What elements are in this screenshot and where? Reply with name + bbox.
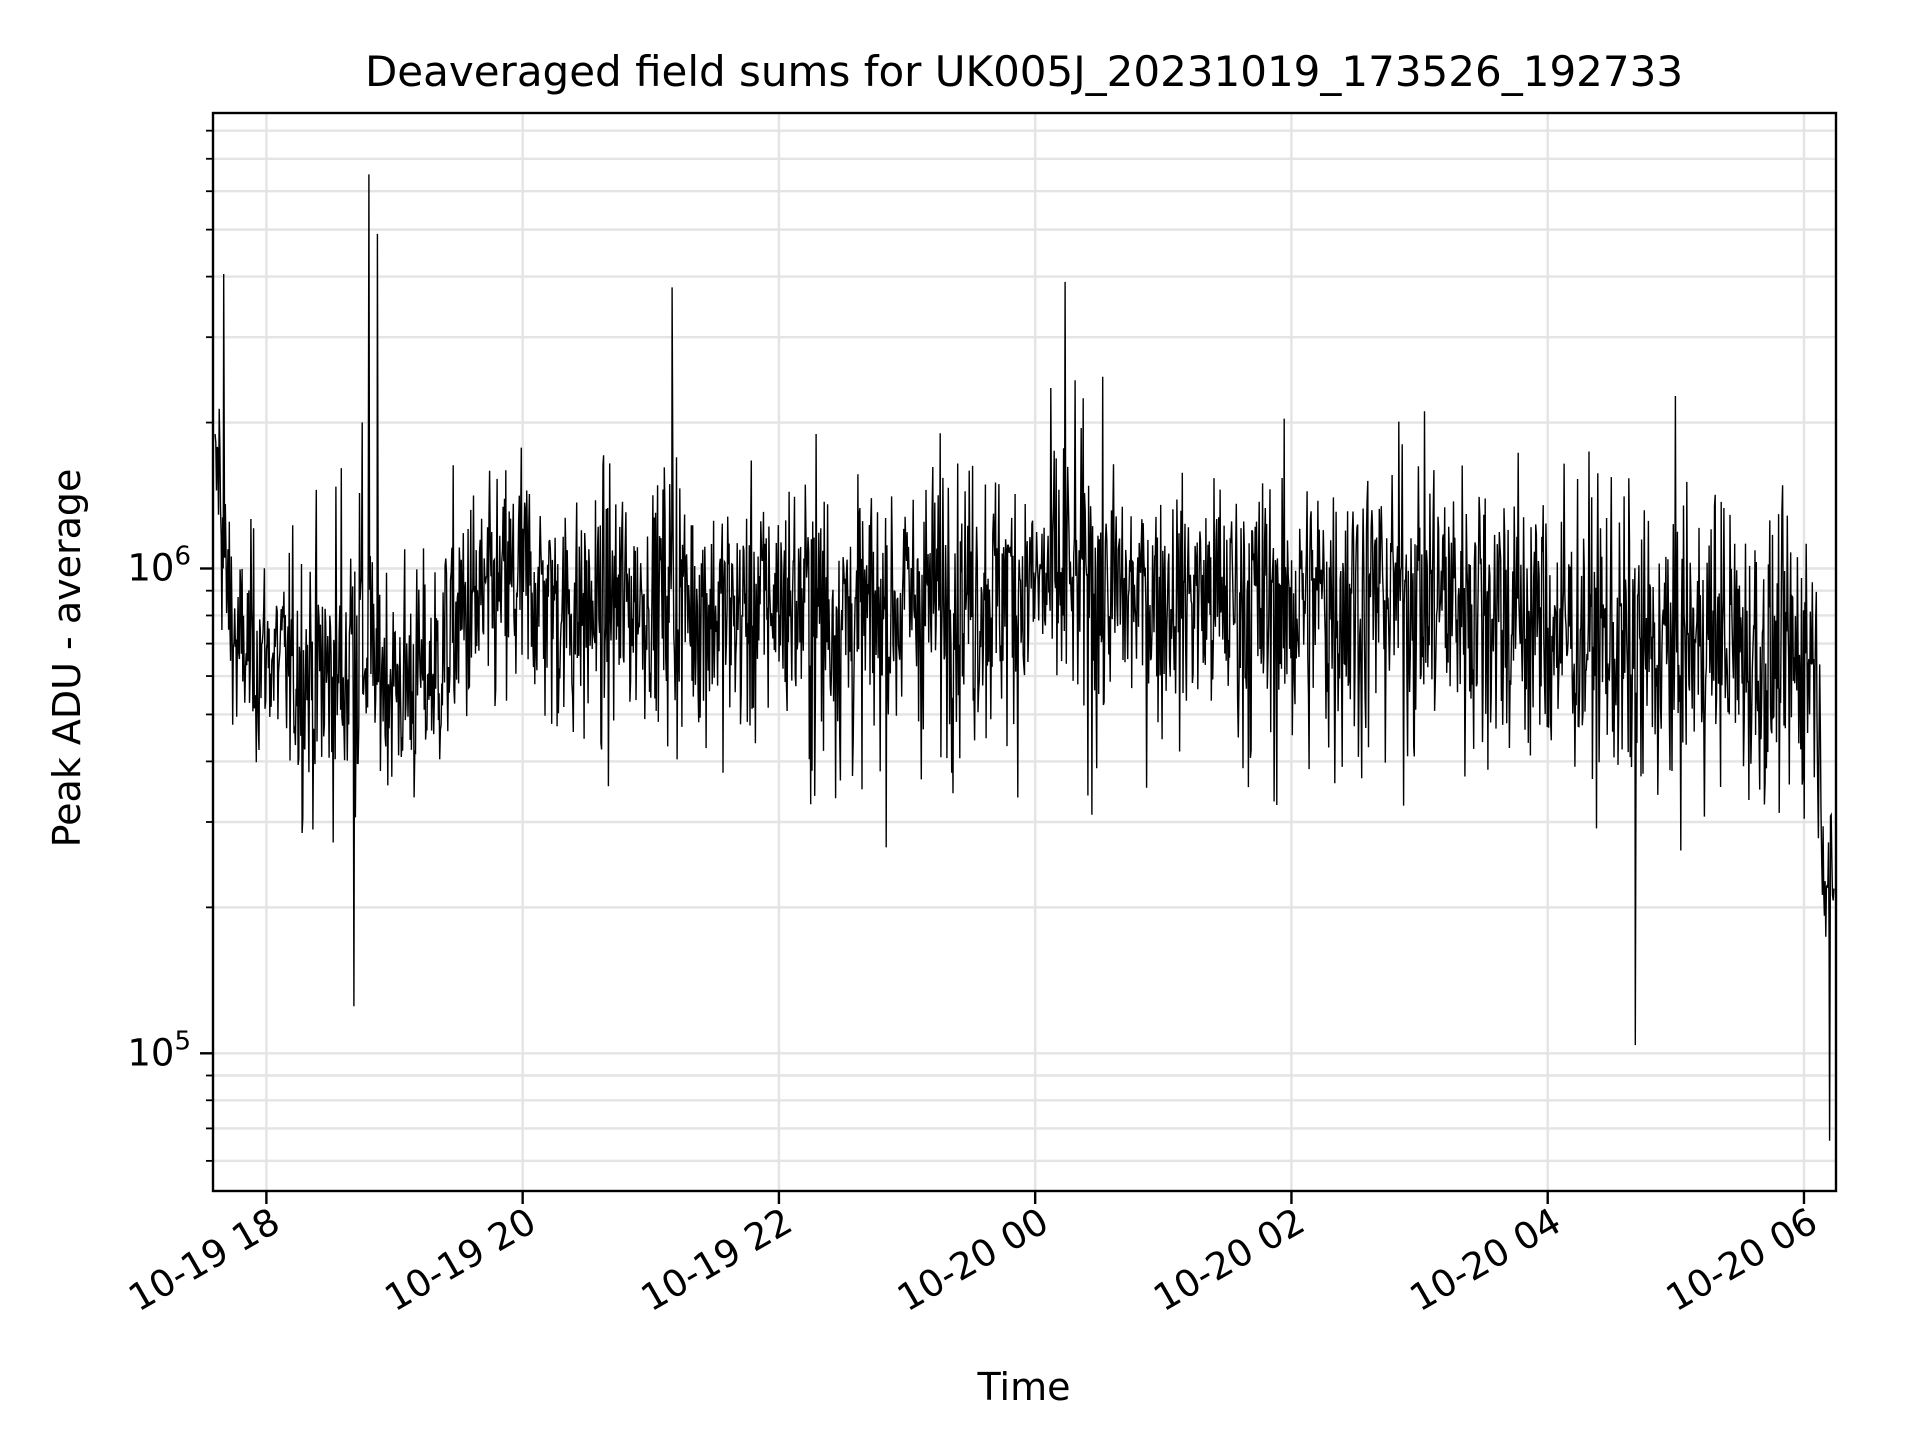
y-tick-label: 105	[127, 1026, 191, 1074]
x-tick-label: 10-19 20	[378, 1200, 544, 1320]
x-tick-label: 10-20 04	[1403, 1200, 1569, 1320]
x-tick-label: 10-20 06	[1659, 1200, 1825, 1320]
plot-area	[200, 111, 1838, 1204]
x-axis-label: Time	[977, 1365, 1071, 1409]
x-tick-label: 10-19 18	[121, 1200, 287, 1320]
plot-frame	[211, 111, 1838, 1193]
x-tick-label: 10-20 00	[890, 1200, 1056, 1320]
y-tick-label: 106	[127, 541, 191, 589]
y-axis-label: Peak ADU - average	[45, 469, 89, 848]
x-tick-label: 10-19 22	[634, 1200, 800, 1320]
data-series-line	[214, 174, 1835, 1141]
chart-title: Deaveraged field sums for UK005J_2023101…	[365, 47, 1683, 96]
x-tick-label: 10-20 02	[1146, 1200, 1312, 1320]
